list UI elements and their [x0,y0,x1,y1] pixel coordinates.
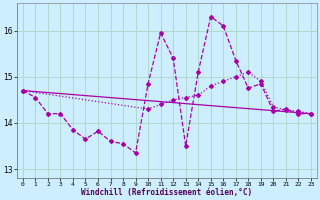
X-axis label: Windchill (Refroidissement éolien,°C): Windchill (Refroidissement éolien,°C) [81,188,252,197]
